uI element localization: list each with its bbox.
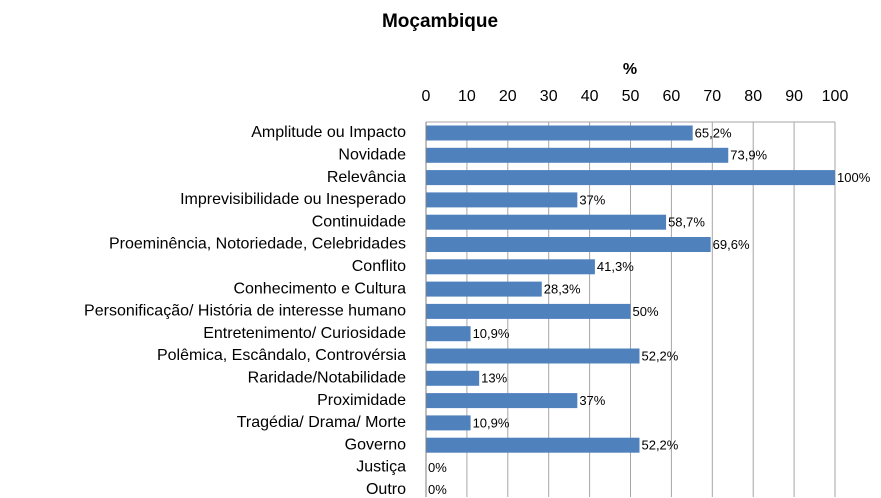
chart-title: Moçambique — [382, 11, 498, 32]
bar — [426, 437, 640, 453]
x-tick-label: 90 — [785, 88, 803, 105]
bar — [426, 259, 595, 275]
value-label: 69,6% — [713, 237, 750, 252]
value-label: 73,9% — [730, 148, 767, 163]
bar — [426, 192, 578, 208]
bar — [426, 348, 640, 364]
value-label: 37% — [579, 393, 605, 408]
x-tick-label: 20 — [499, 88, 517, 105]
value-label: 52,2% — [641, 348, 678, 363]
x-tick-label: 70 — [703, 88, 721, 105]
value-label: 50% — [633, 304, 659, 319]
bar — [426, 393, 578, 409]
value-label: 100% — [837, 170, 871, 185]
y-tick-label: Justiça — [356, 459, 406, 476]
y-tick-label: Personificação/ História de interesse hu… — [84, 303, 406, 320]
bar — [426, 303, 631, 319]
y-tick-label: Governo — [345, 436, 406, 453]
y-tick-label: Amplitude ou Impacto — [251, 124, 406, 141]
y-tick-label: Polêmica, Escândalo, Controvérsia — [157, 347, 406, 364]
y-tick-label: Outro — [366, 481, 406, 498]
y-tick-label: Proeminência, Notoriedade, Celebridades — [109, 236, 406, 253]
y-tick-label: Entretenimento/ Curiosidade — [203, 325, 406, 342]
bar — [426, 237, 711, 252]
y-tick-label: Conflito — [352, 258, 406, 275]
y-tick-label: Raridade/Notabilidade — [248, 370, 406, 387]
value-label: 58,7% — [668, 215, 705, 230]
x-tick-label: 40 — [581, 88, 599, 105]
value-label: 52,2% — [641, 438, 678, 453]
bar — [426, 214, 667, 230]
x-tick-label: 30 — [540, 88, 558, 105]
value-label: 41,3% — [597, 259, 634, 274]
value-label: 65,2% — [695, 125, 732, 140]
y-tick-label: Relevância — [327, 169, 406, 186]
axis-label: % — [623, 61, 637, 78]
y-tick-label: Proximidade — [317, 392, 406, 409]
bar — [426, 125, 693, 141]
value-label: 13% — [481, 371, 507, 386]
x-tick-label: 60 — [663, 88, 681, 105]
y-tick-label: Novidade — [338, 147, 406, 164]
y-tick-label: Tragédia/ Drama/ Morte — [237, 414, 406, 431]
x-tick-label: 0 — [422, 88, 431, 105]
x-tick-label: 50 — [622, 88, 640, 105]
value-label: 28,3% — [544, 282, 581, 297]
y-tick-label: Conhecimento e Cultura — [233, 280, 406, 297]
value-label: 0% — [428, 460, 447, 475]
value-label: 37% — [579, 192, 605, 207]
bar — [426, 281, 542, 297]
x-tick-label: 10 — [458, 88, 476, 105]
bar — [426, 170, 835, 186]
y-tick-label: Continuidade — [312, 213, 406, 230]
y-tick-label: Imprevisibilidade ou Inesperado — [180, 191, 406, 208]
x-tick-label: 80 — [744, 88, 762, 105]
bar — [426, 326, 471, 342]
bar — [426, 370, 480, 386]
x-tick-label: 100 — [822, 88, 849, 105]
value-label: 0% — [428, 482, 447, 497]
value-label: 10,9% — [473, 415, 510, 430]
value-label: 10,9% — [473, 326, 510, 341]
bar — [426, 147, 729, 163]
bar — [426, 415, 471, 431]
